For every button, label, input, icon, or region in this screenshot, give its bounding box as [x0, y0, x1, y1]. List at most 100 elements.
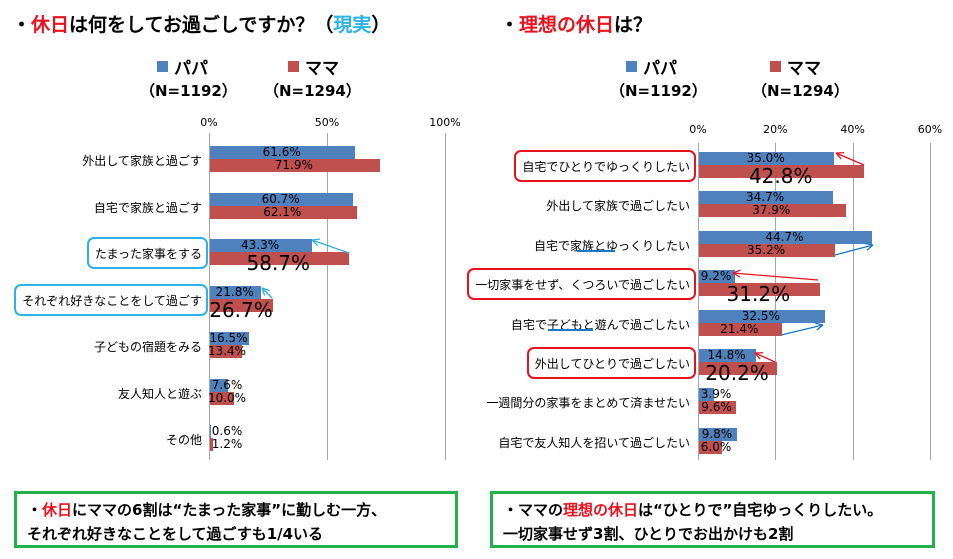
- mama-swatch: [288, 61, 299, 72]
- left-value-label-papa: 60.7%: [261, 191, 300, 206]
- right-category-label: 一切家事をせず、くつろいで過ごしたい: [475, 278, 690, 293]
- left-legend-papa-n: （N=1192）: [140, 82, 237, 100]
- right-arrow-family-home: [834, 242, 874, 256]
- left-category-label: その他: [165, 433, 202, 447]
- left-category-label: それぞれ好きなことをして過ごす: [22, 293, 202, 308]
- right-bar-mama: [699, 440, 723, 454]
- right-summary-note: ・ママの理想の休日は“ひとりで”自宅ゆっくりしたい。 一切家事せず3割、ひとりで…: [490, 491, 935, 548]
- right-category-label: 自宅で子どもと遊んで過ごしたい: [510, 317, 690, 332]
- right-value-label-papa: 9.8%: [701, 426, 733, 441]
- right-gridline: [775, 143, 777, 460]
- right-category-label: 一週間分の家事をまとめて済ませたい: [486, 396, 690, 411]
- left-category-label: 外出して家族と過ごす: [82, 154, 202, 168]
- left-category-label: 自宅で家族と過ごす: [93, 200, 202, 215]
- left-legend-papa: パパ: [157, 54, 208, 79]
- mama-swatch: [770, 61, 781, 72]
- right-note-line1: ・ママの理想の休日は“ひとりで”自宅ゆっくりしたい。: [503, 501, 883, 519]
- papa-swatch: [626, 61, 637, 72]
- right-category-label: 自宅で友人知人を招いて過ごしたい: [498, 435, 690, 450]
- left-tick-label: 50%: [314, 116, 340, 129]
- left-value-label-papa: 7.6%: [211, 377, 243, 392]
- left-value-label-mama: 13.4%: [207, 344, 247, 358]
- left-gridline: [327, 133, 328, 460]
- right-bar-papa: [699, 349, 757, 362]
- right-bar-mama: [699, 401, 737, 415]
- right-value-label-papa: 3.9%: [700, 387, 732, 402]
- right-value-label-mama-big: 42.8%: [748, 164, 813, 188]
- left-bar-papa: [210, 378, 228, 392]
- right-bar-papa: [699, 388, 715, 402]
- left-axis-line: [209, 133, 210, 460]
- left-arrow-housework: [311, 238, 350, 254]
- right-note-line2: 一切家事せず3割、ひとりでお出かけも2割: [503, 525, 794, 543]
- left-tick-label: 0%: [200, 116, 218, 129]
- left-value-label-mama: 1.2%: [211, 437, 243, 451]
- right-legend-papa: パパ: [626, 54, 677, 79]
- right-bar-mama: [699, 165, 865, 178]
- left-category-label: たまった家事をする: [94, 247, 202, 261]
- right-bar-mama: [699, 283, 820, 297]
- left-value-label-mama-big: 26.7%: [209, 297, 273, 322]
- right-category-label: 自宅で家族とゆっくりしたい: [533, 238, 690, 253]
- left-value-label-papa: 0.6%: [211, 424, 243, 438]
- left-highlight-box: [86, 237, 208, 269]
- right-value-label-papa: 9.2%: [700, 269, 732, 284]
- right-bar-papa: [699, 191, 834, 205]
- left-legend-mama: ママ: [288, 54, 339, 79]
- left-legend-mama-n: （N=1294）: [264, 82, 361, 100]
- right-value-label-mama: 9.6%: [701, 400, 732, 415]
- left-arrow-hobby: [261, 287, 273, 299]
- right-tick-label: 60%: [917, 123, 943, 136]
- right-bar-papa: [699, 270, 735, 284]
- left-note-line2: それぞれ好きなことをして過ごすも1/4いる: [27, 525, 324, 543]
- right-bar-mama: [699, 322, 782, 336]
- right-value-label-mama-big: 20.2%: [705, 361, 769, 385]
- left-note-line1: ・休日にママの6割は“たまった家事”に勤しむ一方、: [27, 501, 387, 519]
- left-value-label-mama-big: 58.7%: [246, 251, 311, 275]
- right-arrow-no-housework: [732, 269, 819, 281]
- right-highlight-box: [514, 150, 696, 182]
- right-value-label-mama-big: 31.2%: [726, 282, 791, 307]
- right-bar-papa: [699, 427, 737, 441]
- left-bar-mama: [210, 159, 380, 172]
- left-tick-label: 100%: [429, 116, 461, 129]
- right-chart-title: ・理想の休日は？: [500, 14, 653, 36]
- right-tick-label: 20%: [763, 123, 788, 136]
- left-bar-mama: [210, 345, 242, 358]
- left-value-label-mama: 62.1%: [263, 204, 302, 219]
- right-value-label-mama: 21.4%: [720, 321, 759, 336]
- left-value-label-papa: 21.8%: [215, 284, 254, 299]
- left-bar-mama: [210, 438, 213, 451]
- right-value-label-papa: 32.5%: [741, 308, 780, 323]
- right-value-label-mama: 35.2%: [746, 242, 786, 257]
- right-bar-papa: [699, 309, 825, 323]
- right-legend-mama: ママ: [770, 54, 821, 79]
- papa-swatch: [157, 61, 168, 72]
- left-category-label: 友人知人と遊ぶ: [117, 386, 202, 401]
- left-highlight-box: [14, 283, 208, 316]
- left-value-label-papa: 61.6%: [262, 145, 301, 159]
- right-bar-mama: [699, 362, 778, 375]
- left-value-label-papa: 16.5%: [209, 331, 248, 345]
- right-category-label: 自宅でひとりでゆっくりしたい: [522, 160, 690, 174]
- right-value-label-mama: 6.0%: [700, 439, 732, 454]
- right-bar-papa: [699, 152, 835, 165]
- right-category-label: 外出してひとりで過ごしたい: [534, 357, 690, 371]
- right-tick-label: 40%: [840, 123, 865, 136]
- left-bar-papa: [210, 425, 212, 438]
- right-category-label: 外出して家族で過ごしたい: [546, 199, 690, 214]
- right-gridline: [852, 143, 854, 460]
- left-value-label-papa: 43.3%: [241, 238, 280, 252]
- left-bar-papa: [210, 146, 356, 159]
- right-highlight-box: [526, 347, 696, 379]
- right-arrow-out-alone: [754, 352, 776, 363]
- left-summary-note: ・休日にママの6割は“たまった家事”に勤しむ一方、 それぞれ好きなことをして過ご…: [14, 491, 458, 548]
- right-value-label-papa: 35.0%: [746, 151, 785, 165]
- right-legend-papa-n: （N=1192）: [610, 82, 707, 100]
- right-bar-mama: [699, 243, 836, 257]
- right-highlight-box: [467, 268, 696, 301]
- right-value-label-papa: 14.8%: [707, 348, 746, 362]
- right-gridline: [930, 143, 931, 460]
- left-bar-papa: [210, 332, 249, 345]
